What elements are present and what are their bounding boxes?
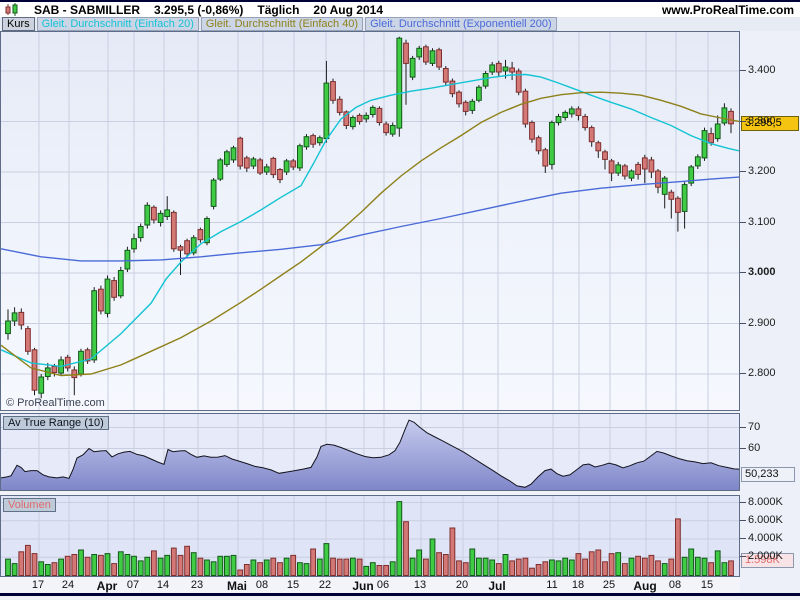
symbol-title: SAB - SABMILLER — [34, 2, 140, 17]
website-link[interactable]: www.ProRealTime.com — [661, 2, 794, 17]
window-top-border — [0, 0, 800, 2]
date-axis-label: 08 — [255, 579, 269, 591]
last-quote: 3.295,5 (-0,86%) — [154, 2, 244, 17]
atr-indicator-label[interactable]: Av True Range (10) — [3, 416, 109, 430]
date-axis-label: 06 — [376, 579, 390, 591]
date-axis-label: 15 — [700, 579, 714, 591]
date-label: 20 Aug 2014 — [313, 2, 383, 17]
date-axis-label: Mai — [226, 579, 248, 593]
atr-chart-canvas[interactable]: Av True Range (10) — [0, 413, 740, 491]
date-axis-label: 15 — [286, 579, 300, 591]
date-axis-label: Apr — [96, 579, 118, 593]
date-axis-label: 25 — [602, 579, 616, 591]
legend-sma40[interactable]: Gleit. Durchschnitt (Einfach 40) — [200, 17, 364, 31]
date-axis-label: Aug — [633, 579, 657, 593]
price-chart-canvas[interactable]: © ProRealTime.com — [0, 31, 740, 411]
date-axis-label: 24 — [61, 579, 75, 591]
title-bar: SAB - SABMILLER 3.295,5 (-0,86%) Täglich… — [0, 2, 800, 17]
value-axis-gutter[interactable] — [740, 31, 800, 593]
copyright-text: © ProRealTime.com — [6, 397, 105, 409]
window-bottom-border — [0, 593, 800, 596]
date-axis-label: 11 — [546, 579, 558, 591]
date-axis-label: 22 — [318, 579, 332, 591]
atr-line — [1, 419, 739, 488]
ema200-line — [1, 176, 739, 262]
candlestick-icon — [4, 3, 20, 16]
legend-ema200[interactable]: Gleit. Durchschnitt (Exponentiell 200) — [365, 17, 557, 31]
date-axis-label: 17 — [31, 579, 45, 591]
indicator-legend-bar: Kurs Gleit. Durchschnitt (Einfach 20) Gl… — [0, 17, 800, 32]
legend-sma20[interactable]: Gleit. Durchschnitt (Einfach 20) — [36, 17, 199, 31]
date-axis-label: 14 — [156, 579, 170, 591]
date-axis-label: 08 — [668, 579, 682, 591]
date-axis-label: Jul — [488, 579, 506, 593]
date-axis-label: 23 — [190, 579, 204, 591]
sma20-line — [1, 73, 739, 368]
date-axis-label: 18 — [571, 579, 585, 591]
volume-indicator-label[interactable]: Volumen — [3, 498, 56, 512]
date-axis-label: 07 — [126, 579, 140, 591]
date-axis[interactable]: 17 24 Apr 07 14 23 Mai 08 15 22 Jun 06 13 20 Jul 11 18 25… — [0, 577, 740, 593]
date-axis-label: 13 — [413, 579, 427, 591]
date-axis-label: Jun — [352, 579, 374, 593]
timeframe-label: Täglich — [257, 2, 300, 17]
date-axis-label: 20 — [455, 579, 469, 591]
legend-kurs[interactable]: Kurs — [2, 17, 35, 31]
atr-area — [1, 420, 739, 490]
volume-chart-canvas[interactable]: Volumen — [0, 495, 740, 577]
sma40-line — [1, 91, 739, 377]
